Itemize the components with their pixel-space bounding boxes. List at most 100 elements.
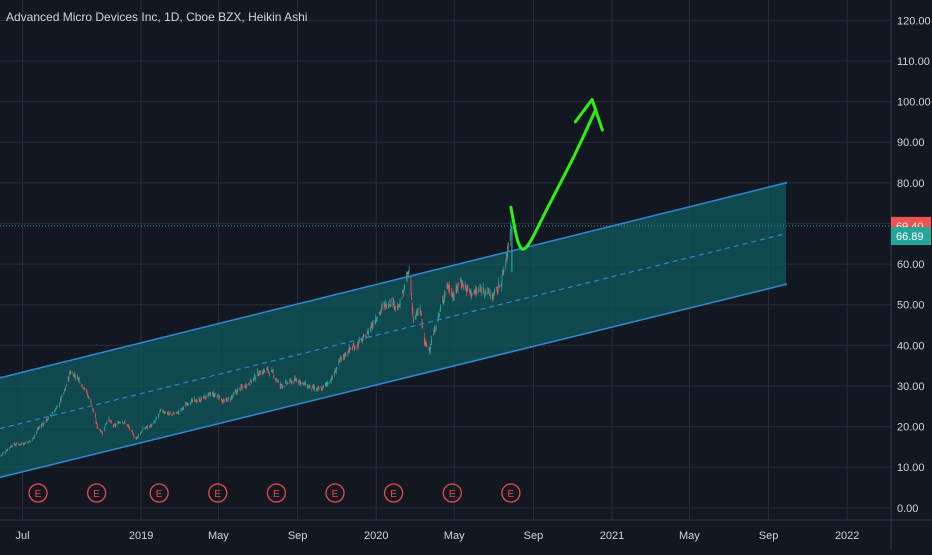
candle-body [330,379,331,382]
candle-body [6,450,8,451]
candle-body [115,424,117,426]
candle-body [49,414,51,416]
candle-body [299,380,301,383]
candle-body [163,412,165,414]
candle-body [510,224,512,230]
candle-body [96,422,98,424]
candle-body [271,370,273,372]
candle-body [245,386,247,388]
candle-body [109,420,111,422]
candle-body [245,385,246,388]
candle-body [131,430,133,432]
candle-body [199,401,201,402]
candle-body [393,303,395,308]
candles-group [0,220,513,457]
earnings-marker[interactable]: E [208,483,228,503]
candle-body [380,310,382,312]
candle-body [105,424,107,426]
candle-body [130,430,132,431]
earnings-marker[interactable]: E [28,483,48,503]
candle-body [27,442,29,443]
candle-body [223,401,225,403]
earnings-marker[interactable]: E [149,483,169,503]
candle-body [45,418,47,421]
candle-body [127,425,129,426]
candle-body [205,397,206,399]
candle-body [255,377,257,379]
candle-body [484,292,486,294]
candle-body [214,394,215,396]
candle-body [295,380,297,381]
candle-body [419,307,421,310]
candle-body [155,418,157,420]
candle-body [63,389,65,391]
earnings-marker-circle [501,483,521,503]
candle-body [353,348,355,350]
candle-body [140,432,142,434]
candle-body [254,377,256,380]
candle-body [81,385,83,387]
candle-body [212,393,214,395]
candle-body [302,382,304,384]
candle-body [207,393,209,397]
candle-body [248,383,250,385]
candle-body [469,292,471,294]
y-tick-label: 0.00 [897,503,918,515]
candle-body [51,413,53,415]
earnings-marker[interactable]: E [383,483,404,503]
candle-body [457,287,459,289]
candle-body [32,437,34,439]
candle-body [198,398,200,400]
earnings-marker[interactable]: E [86,483,107,503]
candle-body [203,396,205,398]
candle-body [311,387,313,390]
candle-body [110,420,112,422]
y-tick-label: 30.00 [897,381,925,393]
y-tick-label: 120.00 [897,15,931,27]
candle-body [413,316,415,322]
candle-body [153,422,155,424]
candle-body [483,290,485,292]
candle-body [342,354,344,358]
earnings-marker[interactable]: E [442,483,462,503]
candle-body [389,305,391,307]
candle-body [320,387,322,389]
candle-body [159,410,161,412]
candle-body [113,425,115,427]
candle-body [322,387,324,390]
candle-body [69,372,71,376]
candle-body [349,347,351,349]
candle-body [426,346,428,348]
candle-body [119,422,121,423]
arrow-head [573,98,604,132]
candle-body [344,352,346,356]
earnings-marker[interactable]: E [266,483,287,503]
candle-body [462,283,464,287]
candle-body [118,422,120,424]
candle-body [20,443,22,445]
candle-body [316,389,318,390]
candle-body [9,447,11,448]
candle-body [25,442,27,444]
earnings-marker[interactable]: E [501,483,521,503]
earnings-marker-label: E [93,489,100,500]
candle-body [475,291,477,293]
candle-body [408,271,409,274]
candle-body [141,431,143,433]
candle-body [5,451,7,453]
candle-body [429,350,431,352]
candle-body [72,375,74,377]
candle-body [218,398,220,400]
channel-handle [784,283,787,286]
prev-price-label-bg [891,227,931,246]
candle-body [444,294,445,299]
candle-body [428,348,430,350]
channel-upper-line [0,182,787,379]
earnings-marker[interactable]: E [325,483,345,503]
candle-body [97,427,99,429]
candle-body [466,286,468,289]
candle-body [108,418,110,421]
candle-body [248,383,250,385]
